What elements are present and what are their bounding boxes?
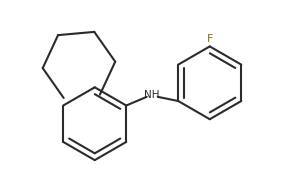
Text: F: F <box>206 34 213 44</box>
Text: NH: NH <box>145 90 160 100</box>
